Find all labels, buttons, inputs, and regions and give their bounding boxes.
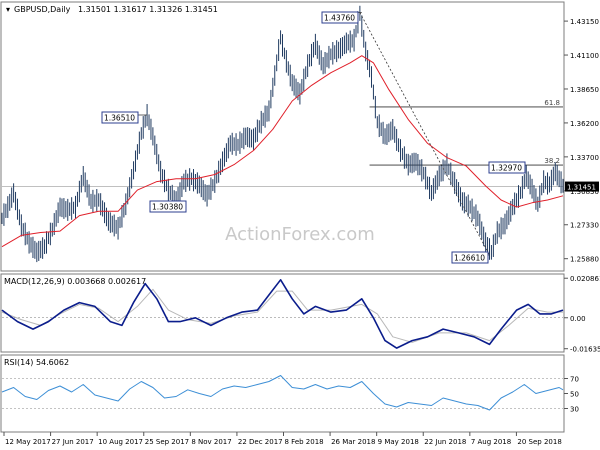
x-tick-label: 8 Feb 2018: [285, 438, 324, 446]
x-tick-label: 25 Sep 2017: [145, 438, 189, 446]
x-tick-label: 9 May 2018: [378, 438, 419, 446]
macd-panel: MACD(12,26,9) 0.003668 0.002617: [0, 273, 565, 353]
annotation-box: [149, 200, 187, 213]
ohlc-label: 1.31501 1.31617 1.31326 1.31451: [78, 5, 218, 14]
price-lines: [1, 5, 564, 263]
macd-signal-line: [1, 288, 563, 343]
x-tick-label: 22 Jun 2018: [424, 438, 466, 446]
annotation-box: [101, 111, 139, 124]
price-tick-label: 1.25880: [570, 256, 599, 264]
price-tick-label: 1.41100: [570, 52, 599, 60]
x-tick-label: 22 Dec 2017: [238, 438, 283, 446]
rsi-tick-label: 30: [570, 406, 579, 414]
x-tick-label: 7 Aug 2018: [471, 438, 511, 446]
fib-lines: 61.8 38.2: [369, 99, 563, 166]
annotation-label: 1.43760: [324, 14, 355, 23]
right-axis: 1.43150 1.41100 1.38650 1.36200 1.33700 1.308…: [564, 18, 600, 414]
price-tick-label: 1.33700: [570, 154, 599, 162]
price-tick-label: 1.36200: [570, 120, 599, 128]
macd-label: MACD(12,26,9) 0.003668 0.002617: [4, 277, 146, 286]
macd-lines: [1, 279, 564, 349]
fib-label: 61.8: [544, 99, 560, 107]
x-tick-label: 8 Nov 2017: [191, 438, 231, 446]
last-price-label: 1.31451: [567, 184, 596, 192]
rsi-label: RSI(14) 54.6062: [4, 358, 69, 367]
macd-tick-label: 0.00: [570, 315, 586, 323]
rsi-lines: [1, 375, 564, 411]
chart-header: GBPUSD,Daily 1.31501 1.31617 1.31326 1.3…: [14, 5, 218, 14]
x-tick-label: 20 Sep 2018: [517, 438, 561, 446]
trendline: [359, 12, 490, 256]
watermark: ActionForex.com: [225, 224, 375, 245]
annotation-box: [321, 11, 359, 24]
rsi-tick-label: 70: [570, 376, 579, 384]
rsi-panel-frame: [0, 354, 565, 433]
annotations: 1.43760 1.36510 1.30380 1.32970 1.26610: [101, 11, 526, 264]
price-tick-label: 1.38650: [570, 86, 599, 94]
annotation-label: 1.26610: [454, 254, 485, 263]
sma-line: [1, 55, 564, 248]
chevron-down-icon: ▾: [6, 5, 10, 14]
price-bars: [1, 5, 564, 263]
x-tick-label: 10 Aug 2017: [98, 438, 143, 446]
macd-tick-label: 0.020861: [570, 275, 600, 283]
symbol-label: GBPUSD,Daily: [14, 5, 71, 14]
annotation-box: [451, 251, 489, 264]
annotation-label: 1.30380: [152, 203, 183, 212]
fib-label: 38.2: [544, 157, 560, 165]
price-tick-label: 1.43150: [570, 18, 599, 26]
x-tick-label: 27 Jun 2017: [52, 438, 94, 446]
price-tick-label: 1.27330: [570, 222, 599, 230]
x-tick-label: 12 May 2017: [5, 438, 51, 446]
macd-main-line: [1, 279, 564, 349]
x-tick-label: 26 Mar 2018: [331, 438, 375, 446]
annotation-label: 1.36510: [104, 114, 135, 123]
last-price-box: [565, 181, 599, 192]
rsi-line: [1, 375, 564, 411]
rsi-tick-label: 50: [570, 391, 579, 399]
price-tick-label: 1.30830: [570, 188, 599, 196]
rsi-panel: RSI(14) 54.6062: [0, 354, 565, 433]
macd-panel-frame: [0, 273, 565, 353]
annotation-box: [488, 161, 526, 174]
annotation-label: 1.32970: [491, 164, 522, 173]
price-panel: GBPUSD,Daily 1.31501 1.31617 1.31326 1.3…: [0, 1, 565, 272]
x-axis: 12 May 2017 27 Jun 2017 10 Aug 2017 25 Sep …: [3, 432, 562, 446]
